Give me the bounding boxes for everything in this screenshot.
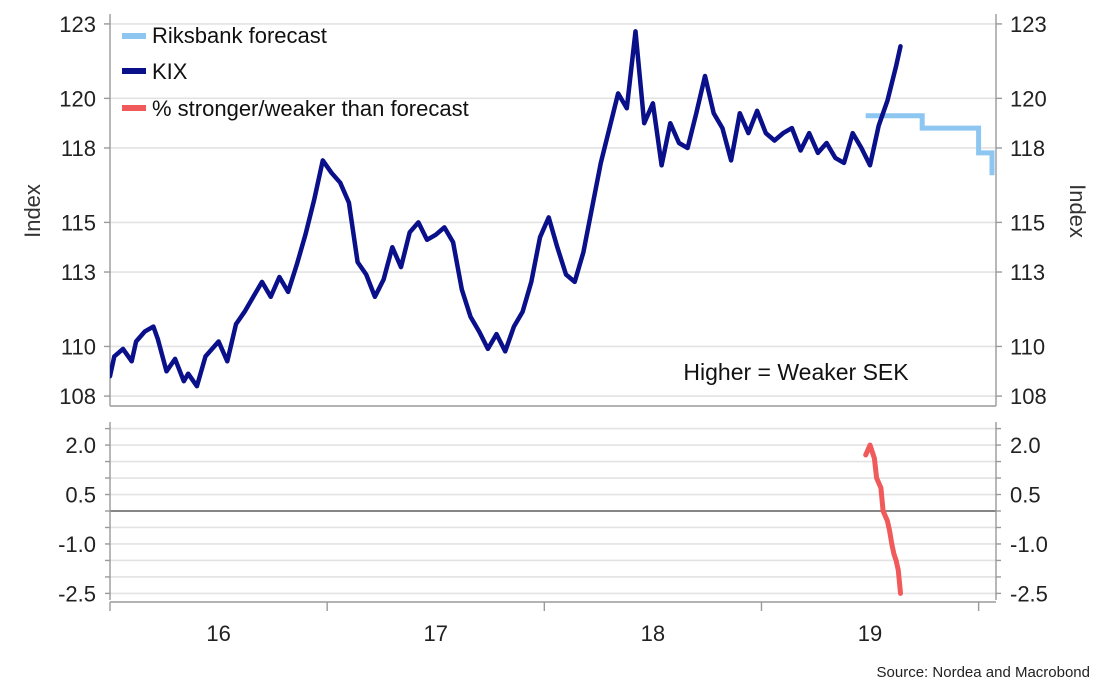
ytick-label-right-113: 113 <box>1010 260 1045 285</box>
bottom-ytick-label-left--1.0: -1.0 <box>58 532 96 557</box>
legend: Riksbank forecast KIX % stronger/weaker … <box>122 23 469 121</box>
ytick-label-left-108: 108 <box>59 384 96 409</box>
legend-label-kix: KIX <box>152 59 188 84</box>
xtick-label-19: 19 <box>858 621 882 646</box>
xtick-label-16: 16 <box>206 621 230 646</box>
ytick-label-left-113: 113 <box>61 260 96 285</box>
series-kix-line <box>110 29 903 389</box>
ytick-label-left-120: 120 <box>59 86 96 111</box>
xtick-label-17: 17 <box>423 621 447 646</box>
legend-label-pct-vs-forecast: % stronger/weaker than forecast <box>152 96 469 121</box>
bottom-ytick-label-right--2.5: -2.5 <box>1010 581 1048 606</box>
ytick-label-right-118: 118 <box>1010 136 1045 161</box>
ytick-label-right-108: 108 <box>1010 384 1047 409</box>
series-riksbank-forecast-line <box>865 113 995 176</box>
bottom-ytick-label-right--1.0: -1.0 <box>1010 532 1048 557</box>
series-pct-vs-forecast-line <box>863 442 903 596</box>
ytick-label-left-123: 123 <box>59 12 96 37</box>
xtick-label-18: 18 <box>641 621 665 646</box>
bottom-ytick-label-left-0.5: 0.5 <box>65 483 96 508</box>
chart-axes <box>104 14 1002 611</box>
ytick-label-left-110: 110 <box>61 334 96 359</box>
bottom-ytick-label-right-2.0: 2.0 <box>1010 433 1041 458</box>
ytick-label-left-115: 115 <box>61 210 96 235</box>
bottom-ytick-label-left--2.5: -2.5 <box>58 581 96 606</box>
tick-labels: 108 108 110 110 113 113 115 115 118 118 120 120 123 1… <box>58 12 1048 646</box>
y-axis-label-right: Index <box>1065 184 1090 238</box>
bottom-panel-gridlines <box>110 427 996 595</box>
ytick-label-right-120: 120 <box>1010 86 1047 111</box>
source-note: Source: Nordea and Macrobond <box>877 664 1090 681</box>
ytick-label-right-115: 115 <box>1010 210 1045 235</box>
chart-annotation: Higher = Weaker SEK <box>683 359 909 385</box>
legend-label-riksbank-forecast: Riksbank forecast <box>152 23 327 48</box>
y-axis-label-left: Index <box>20 184 45 238</box>
legend-swatch-kix <box>122 68 146 74</box>
legend-swatch-pct-vs-forecast <box>122 105 146 111</box>
data-series <box>110 29 995 596</box>
top-panel-gridlines <box>110 23 996 397</box>
bottom-ytick-label-left-2.0: 2.0 <box>65 433 96 458</box>
ytick-label-left-118: 118 <box>61 136 96 161</box>
ytick-label-right-110: 110 <box>1010 334 1045 359</box>
ytick-label-right-123: 123 <box>1010 12 1047 37</box>
legend-swatch-riksbank-forecast <box>122 33 146 39</box>
bottom-ytick-label-right-0.5: 0.5 <box>1010 483 1041 508</box>
